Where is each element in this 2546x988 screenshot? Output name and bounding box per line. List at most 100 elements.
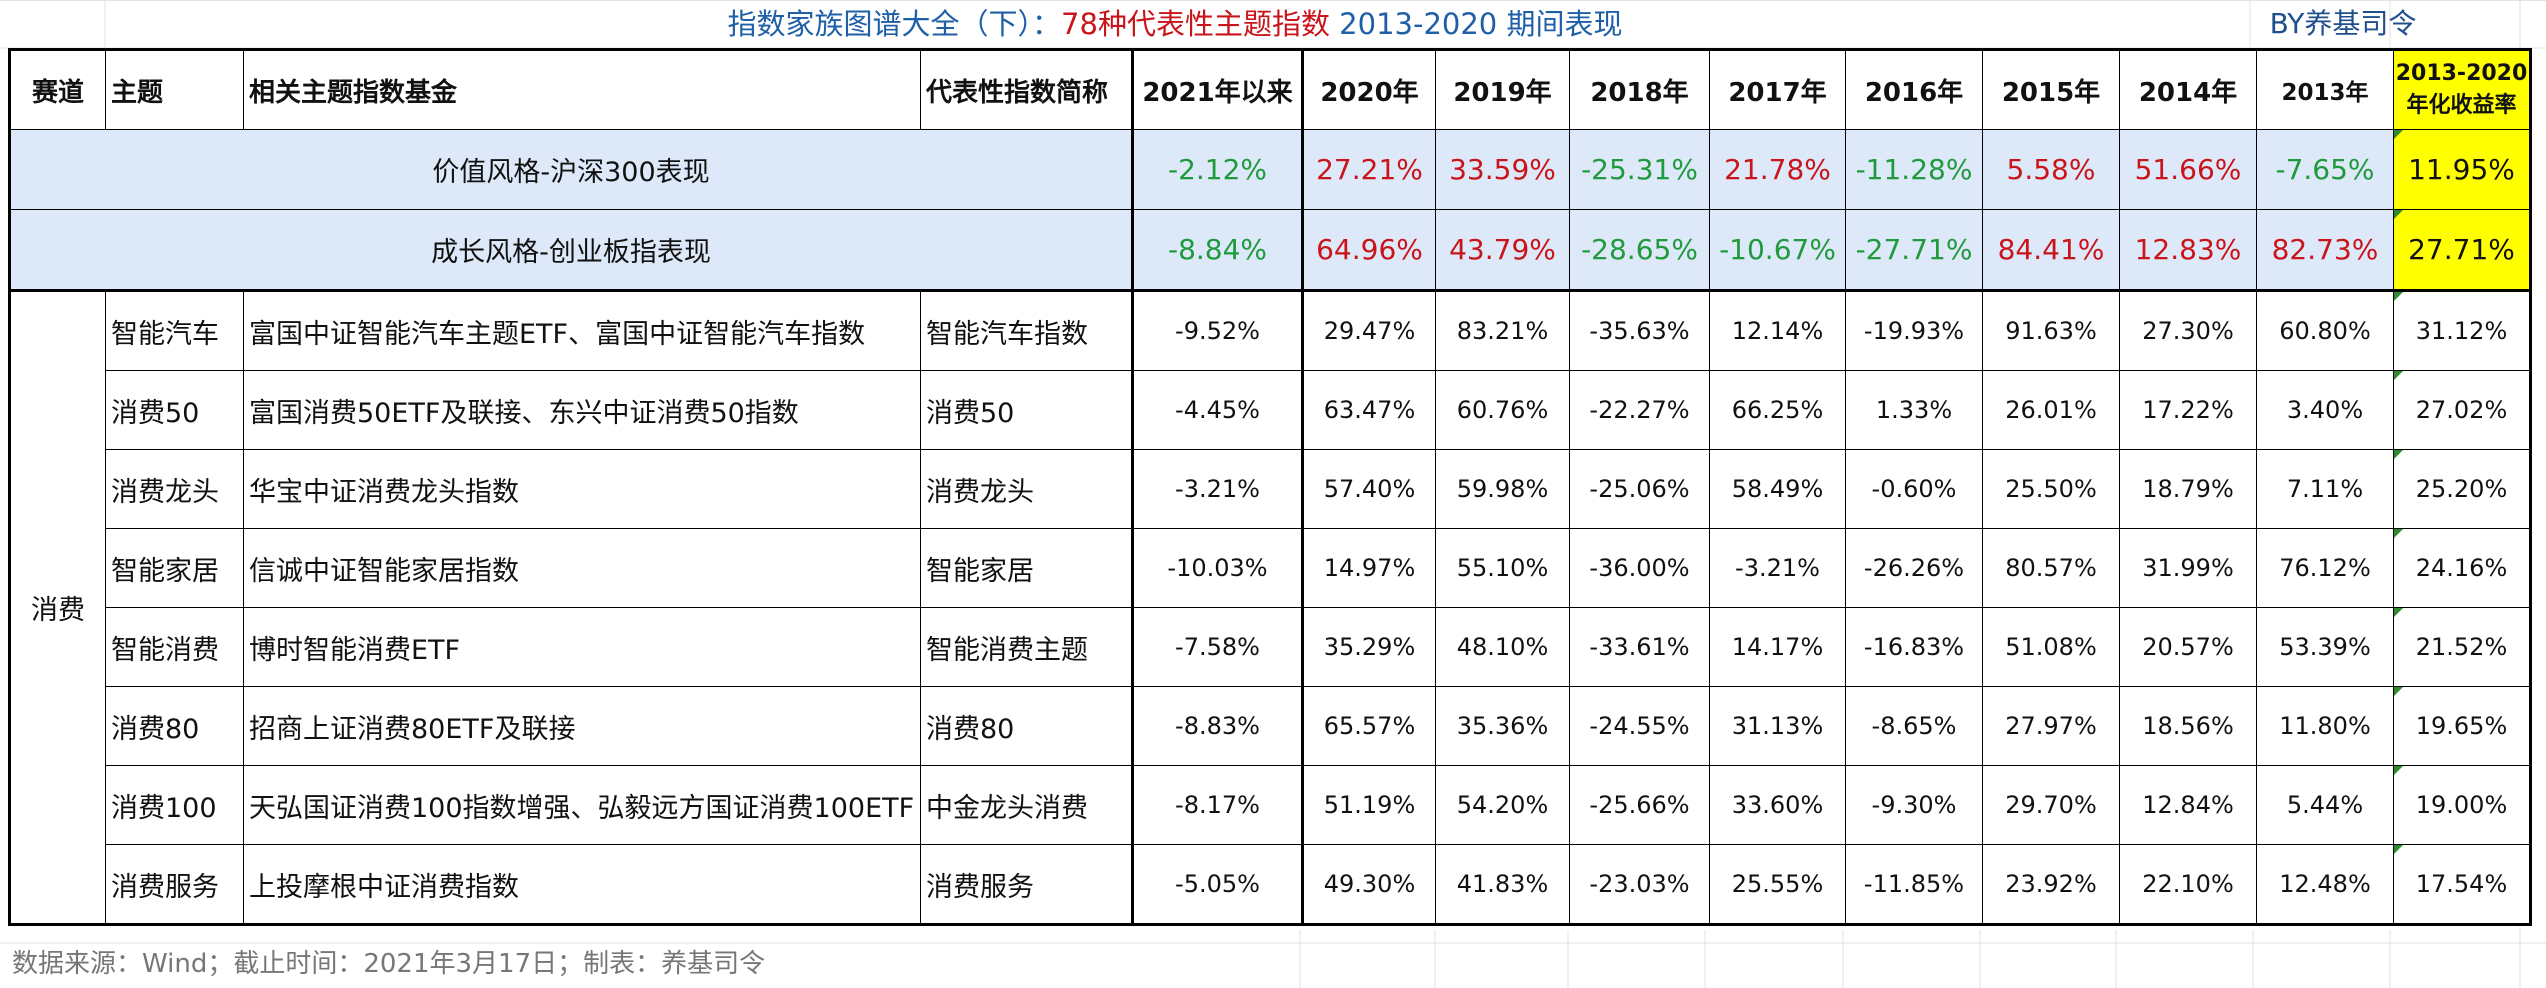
return-2017: 14.17% <box>1709 607 1846 687</box>
annual-return: 27.71% <box>2393 209 2531 291</box>
benchmark-row: 成长风格-创业板指表现 -8.84% 64.96% 43.79% -28.65% -10.… <box>9 209 2531 291</box>
return-2020: 14.97% <box>1301 528 1436 608</box>
header-2016: 2016年 <box>1845 49 1983 130</box>
return-2015: 51.08% <box>1982 607 2120 687</box>
return-2013: 76.12% <box>2256 528 2394 608</box>
annual-return: 17.54% <box>2393 844 2531 925</box>
return-2018: -25.06% <box>1569 449 1710 529</box>
return-2013: 5.44% <box>2256 765 2394 845</box>
theme-cell: 消费龙头 <box>105 449 244 529</box>
return-2013: 12.48% <box>2256 844 2394 925</box>
return-2021: -2.12% <box>1131 129 1303 210</box>
return-2017: 66.25% <box>1709 370 1846 450</box>
index-name-cell: 消费服务 <box>920 844 1133 925</box>
return-2017: 21.78% <box>1709 129 1846 210</box>
return-2013: 11.80% <box>2256 686 2394 766</box>
funds-cell: 天弘国证消费100指数增强、弘毅远方国证消费100ETF <box>243 765 921 845</box>
return-2017: 31.13% <box>1709 686 1846 766</box>
theme-cell: 消费100 <box>105 765 244 845</box>
return-2019: 48.10% <box>1435 607 1570 687</box>
source-note: 数据来源：Wind；截止时间：2021年3月17日；制表：养基司令 <box>12 949 766 979</box>
funds-cell: 信诚中证智能家居指数 <box>243 528 921 608</box>
return-2021: -4.45% <box>1131 370 1303 450</box>
return-2018: -23.03% <box>1569 844 1710 925</box>
index-name-cell: 消费80 <box>920 686 1133 766</box>
return-2021: -7.58% <box>1131 607 1303 687</box>
return-2017: 12.14% <box>1709 289 1846 371</box>
annual-return: 25.20% <box>2393 449 2531 529</box>
theme-cell: 消费50 <box>105 370 244 450</box>
return-2017: -3.21% <box>1709 528 1846 608</box>
return-2018: -35.63% <box>1569 289 1710 371</box>
header-2021: 2021年以来 <box>1131 49 1303 130</box>
header-annual-line2: 年化收益率 <box>2406 93 2517 118</box>
funds-cell: 博时智能消费ETF <box>243 607 921 687</box>
index-name-cell: 消费50 <box>920 370 1133 450</box>
header-index: 代表性指数简称 <box>920 49 1133 130</box>
index-name-cell: 中金龙头消费 <box>920 765 1133 845</box>
return-2018: -25.31% <box>1569 129 1710 210</box>
header-track: 赛道 <box>9 49 106 130</box>
return-2015: 5.58% <box>1982 129 2120 210</box>
return-2020: 65.57% <box>1301 686 1436 766</box>
benchmark-label: 价值风格-沪深300表现 <box>9 129 1133 210</box>
annual-return: 31.12% <box>2393 289 2531 371</box>
funds-cell: 华宝中证消费龙头指数 <box>243 449 921 529</box>
return-2020: 57.40% <box>1301 449 1436 529</box>
theme-rows: 消费 智能汽车 富国中证智能汽车主题ETF、富国中证智能汽车指数 智能汽车指数 -9.5… <box>9 289 2531 925</box>
return-2016: -9.30% <box>1845 765 1983 845</box>
return-2021: -10.03% <box>1131 528 1303 608</box>
return-2020: 49.30% <box>1301 844 1436 925</box>
header-2014: 2014年 <box>2119 49 2257 130</box>
return-2013: 53.39% <box>2256 607 2394 687</box>
header-annual-return: 2013-2020 年化收益率 <box>2393 49 2531 130</box>
return-2016: -11.85% <box>1845 844 1983 925</box>
theme-cell: 消费80 <box>105 686 244 766</box>
header-2017: 2017年 <box>1709 49 1846 130</box>
theme-cell: 智能汽车 <box>105 289 244 371</box>
table-row: 消费100 天弘国证消费100指数增强、弘毅远方国证消费100ETF 中金龙头消费 -… <box>10 765 2531 845</box>
return-2018: -25.66% <box>1569 765 1710 845</box>
return-2013: 82.73% <box>2256 209 2394 291</box>
table-row: 消费80 招商上证消费80ETF及联接 消费80 -8.83% 65.57% 35.36%… <box>10 686 2531 766</box>
return-2017: 33.60% <box>1709 765 1846 845</box>
return-2021: -3.21% <box>1131 449 1303 529</box>
return-2015: 26.01% <box>1982 370 2120 450</box>
table-row: 消费龙头 华宝中证消费龙头指数 消费龙头 -3.21% 57.40% 59.98% -25.… <box>10 449 2531 529</box>
return-2013: 3.40% <box>2256 370 2394 450</box>
return-2017: 58.49% <box>1709 449 1846 529</box>
title-bar: 指数家族图谱大全（下）：78种代表性主题指数 2013-2020 期间表现 BY… <box>0 0 2546 48</box>
theme-cell: 智能消费 <box>105 607 244 687</box>
return-2015: 25.50% <box>1982 449 2120 529</box>
return-2016: 1.33% <box>1845 370 1983 450</box>
index-name-cell: 智能家居 <box>920 528 1133 608</box>
return-2014: 12.83% <box>2119 209 2257 291</box>
header-row: 赛道 主题 相关主题指数基金 代表性指数简称 2021年以来 2020年 201… <box>9 49 2531 130</box>
return-2019: 35.36% <box>1435 686 1570 766</box>
return-2014: 27.30% <box>2119 289 2257 371</box>
return-2015: 91.63% <box>1982 289 2120 371</box>
table-row: 消费 智能汽车 富国中证智能汽车主题ETF、富国中证智能汽车指数 智能汽车指数 -9.5… <box>9 289 2531 925</box>
table-row: 智能消费 博时智能消费ETF 智能消费主题 -7.58% 35.29% 48.10% -33… <box>10 607 2531 687</box>
annual-return: 27.02% <box>2393 370 2531 450</box>
return-2019: 60.76% <box>1435 370 1570 450</box>
funds-cell: 富国消费50ETF及联接、东兴中证消费50指数 <box>243 370 921 450</box>
return-2014: 17.22% <box>2119 370 2257 450</box>
header-2020: 2020年 <box>1301 49 1436 130</box>
header-2015: 2015年 <box>1982 49 2120 130</box>
return-2018: -22.27% <box>1569 370 1710 450</box>
return-2021: -5.05% <box>1131 844 1303 925</box>
title-part3: 2013-2020 期间表现 <box>1329 7 1623 41</box>
page-title: 指数家族图谱大全（下）：78种代表性主题指数 2013-2020 期间表现 <box>105 4 2245 44</box>
return-2021: -8.83% <box>1131 686 1303 766</box>
theme-cell: 消费服务 <box>105 844 244 925</box>
return-2018: -24.55% <box>1569 686 1710 766</box>
return-2016: -19.93% <box>1845 289 1983 371</box>
return-2019: 41.83% <box>1435 844 1570 925</box>
return-2016: -27.71% <box>1845 209 1983 291</box>
annual-return: 24.16% <box>2393 528 2531 608</box>
header-theme: 主题 <box>105 49 244 130</box>
return-2013: 7.11% <box>2256 449 2394 529</box>
return-2013: 60.80% <box>2256 289 2394 371</box>
index-performance-table: 赛道 主题 相关主题指数基金 代表性指数简称 2021年以来 2020年 201… <box>8 48 2532 926</box>
